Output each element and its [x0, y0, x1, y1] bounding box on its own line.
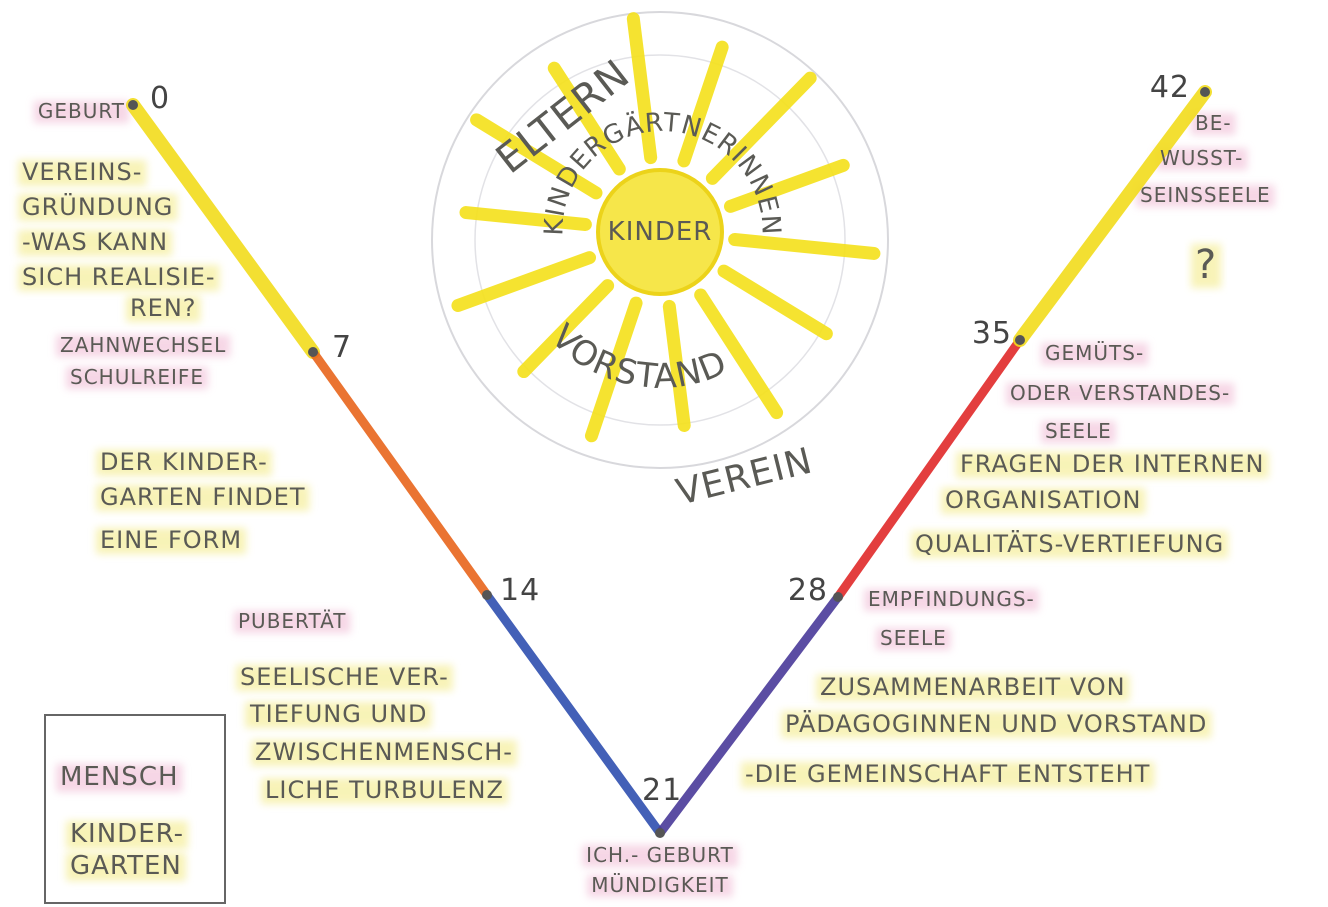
milestone-label: SCHULREIFE: [70, 365, 204, 389]
phase-text: ?: [1195, 242, 1217, 288]
phase-text: ZWISCHENMENSCH-: [255, 738, 513, 766]
phase-line: [1020, 92, 1205, 340]
milestone-label: PUBERTÄT: [238, 609, 347, 633]
milestone-dot: [308, 347, 318, 357]
milestone-age: 7: [332, 330, 352, 365]
milestone-label: GEBURT: [38, 99, 125, 123]
milestone-label: GEMÜTS-: [1045, 341, 1144, 365]
milestone-label: BE-: [1195, 111, 1232, 135]
sun-board-text: VORSTAND: [543, 317, 733, 397]
milestone-label: SEINSSEELE: [1140, 183, 1271, 207]
milestone-label: SEELE: [1045, 419, 1112, 443]
legend-kindergarten: KINDER-: [70, 819, 184, 849]
milestone-label: SEELE: [880, 626, 947, 650]
milestone-dot: [482, 590, 492, 600]
sun-ray: [458, 258, 590, 306]
phase-text: ORGANISATION: [945, 486, 1141, 514]
phase-text: EINE FORM: [100, 526, 242, 554]
legend-kindergarten: GARTEN: [70, 851, 182, 881]
phase-text: TIEFUNG UND: [249, 700, 427, 728]
legend-mensch: MENSCH: [60, 762, 179, 792]
sun-center: KINDER: [608, 217, 713, 247]
phase-text: -WAS KANN: [22, 228, 168, 256]
phase-text: QUALITÄTS-VERTIEFUNG: [915, 529, 1224, 558]
milestone-label: ODER VERSTANDES-: [1010, 381, 1230, 405]
milestone-dot: [128, 100, 138, 110]
phase-text: PÄDAGOGINNEN UND VORSTAND: [785, 709, 1207, 738]
milestone-age: 14: [500, 573, 540, 608]
legend: MENSCH KINDER-GARTEN: [45, 715, 225, 903]
phase-line: [313, 352, 487, 595]
diagram: KINDERKINDERGÄRTNERINNENVORSTANDELTERNVE…: [0, 0, 1328, 907]
phase-text: VEREINS-: [22, 158, 142, 186]
sun-ray: [735, 239, 874, 253]
milestone-label: WUSST-: [1160, 146, 1243, 170]
milestone-label: MÜNDIGKEIT: [591, 873, 729, 897]
milestone-dot: [655, 828, 665, 838]
milestone-age: 28: [788, 573, 828, 608]
milestone-age: 0: [150, 81, 170, 116]
milestone-label: ICH.- GEBURT: [586, 843, 734, 867]
phase-text: GARTEN FINDET: [100, 483, 306, 511]
phase-text: REN?: [130, 294, 197, 322]
page: { "milestones": [ {"age": 0, "label": ["…: [0, 0, 1328, 907]
sun: KINDERKINDERGÄRTNERINNENVORSTANDELTERNVE…: [432, 12, 888, 514]
milestone-age: 35: [972, 316, 1012, 351]
milestone-age: 42: [1150, 70, 1190, 105]
milestone-age: 21: [642, 773, 682, 808]
phase-text: LICHE TURBULENZ: [265, 776, 504, 804]
milestone-dot: [833, 592, 843, 602]
phase-line: [487, 595, 660, 833]
sun-board: VORSTAND: [543, 317, 733, 397]
milestone-dot: [1015, 335, 1025, 345]
milestone-label: ZAHNWECHSEL: [60, 333, 226, 357]
phase-text: ZUSAMMENARBEIT VON: [820, 673, 1126, 701]
phase-text: DER KINDER-: [100, 448, 268, 476]
milestone-label: EMPFINDUNGS-: [868, 587, 1035, 611]
sun-ray: [724, 271, 826, 334]
phase-text: GRÜNDUNG: [22, 192, 173, 221]
phase-text: SEELISCHE VER-: [240, 663, 449, 691]
milestone-dot: [1200, 87, 1210, 97]
phase-text: -DIE GEMEINSCHAFT ENTSTEHT: [745, 760, 1150, 788]
phase-text: SICH REALISIE-: [22, 263, 216, 291]
phase-text: FRAGEN DER INTERNEN: [960, 450, 1264, 478]
